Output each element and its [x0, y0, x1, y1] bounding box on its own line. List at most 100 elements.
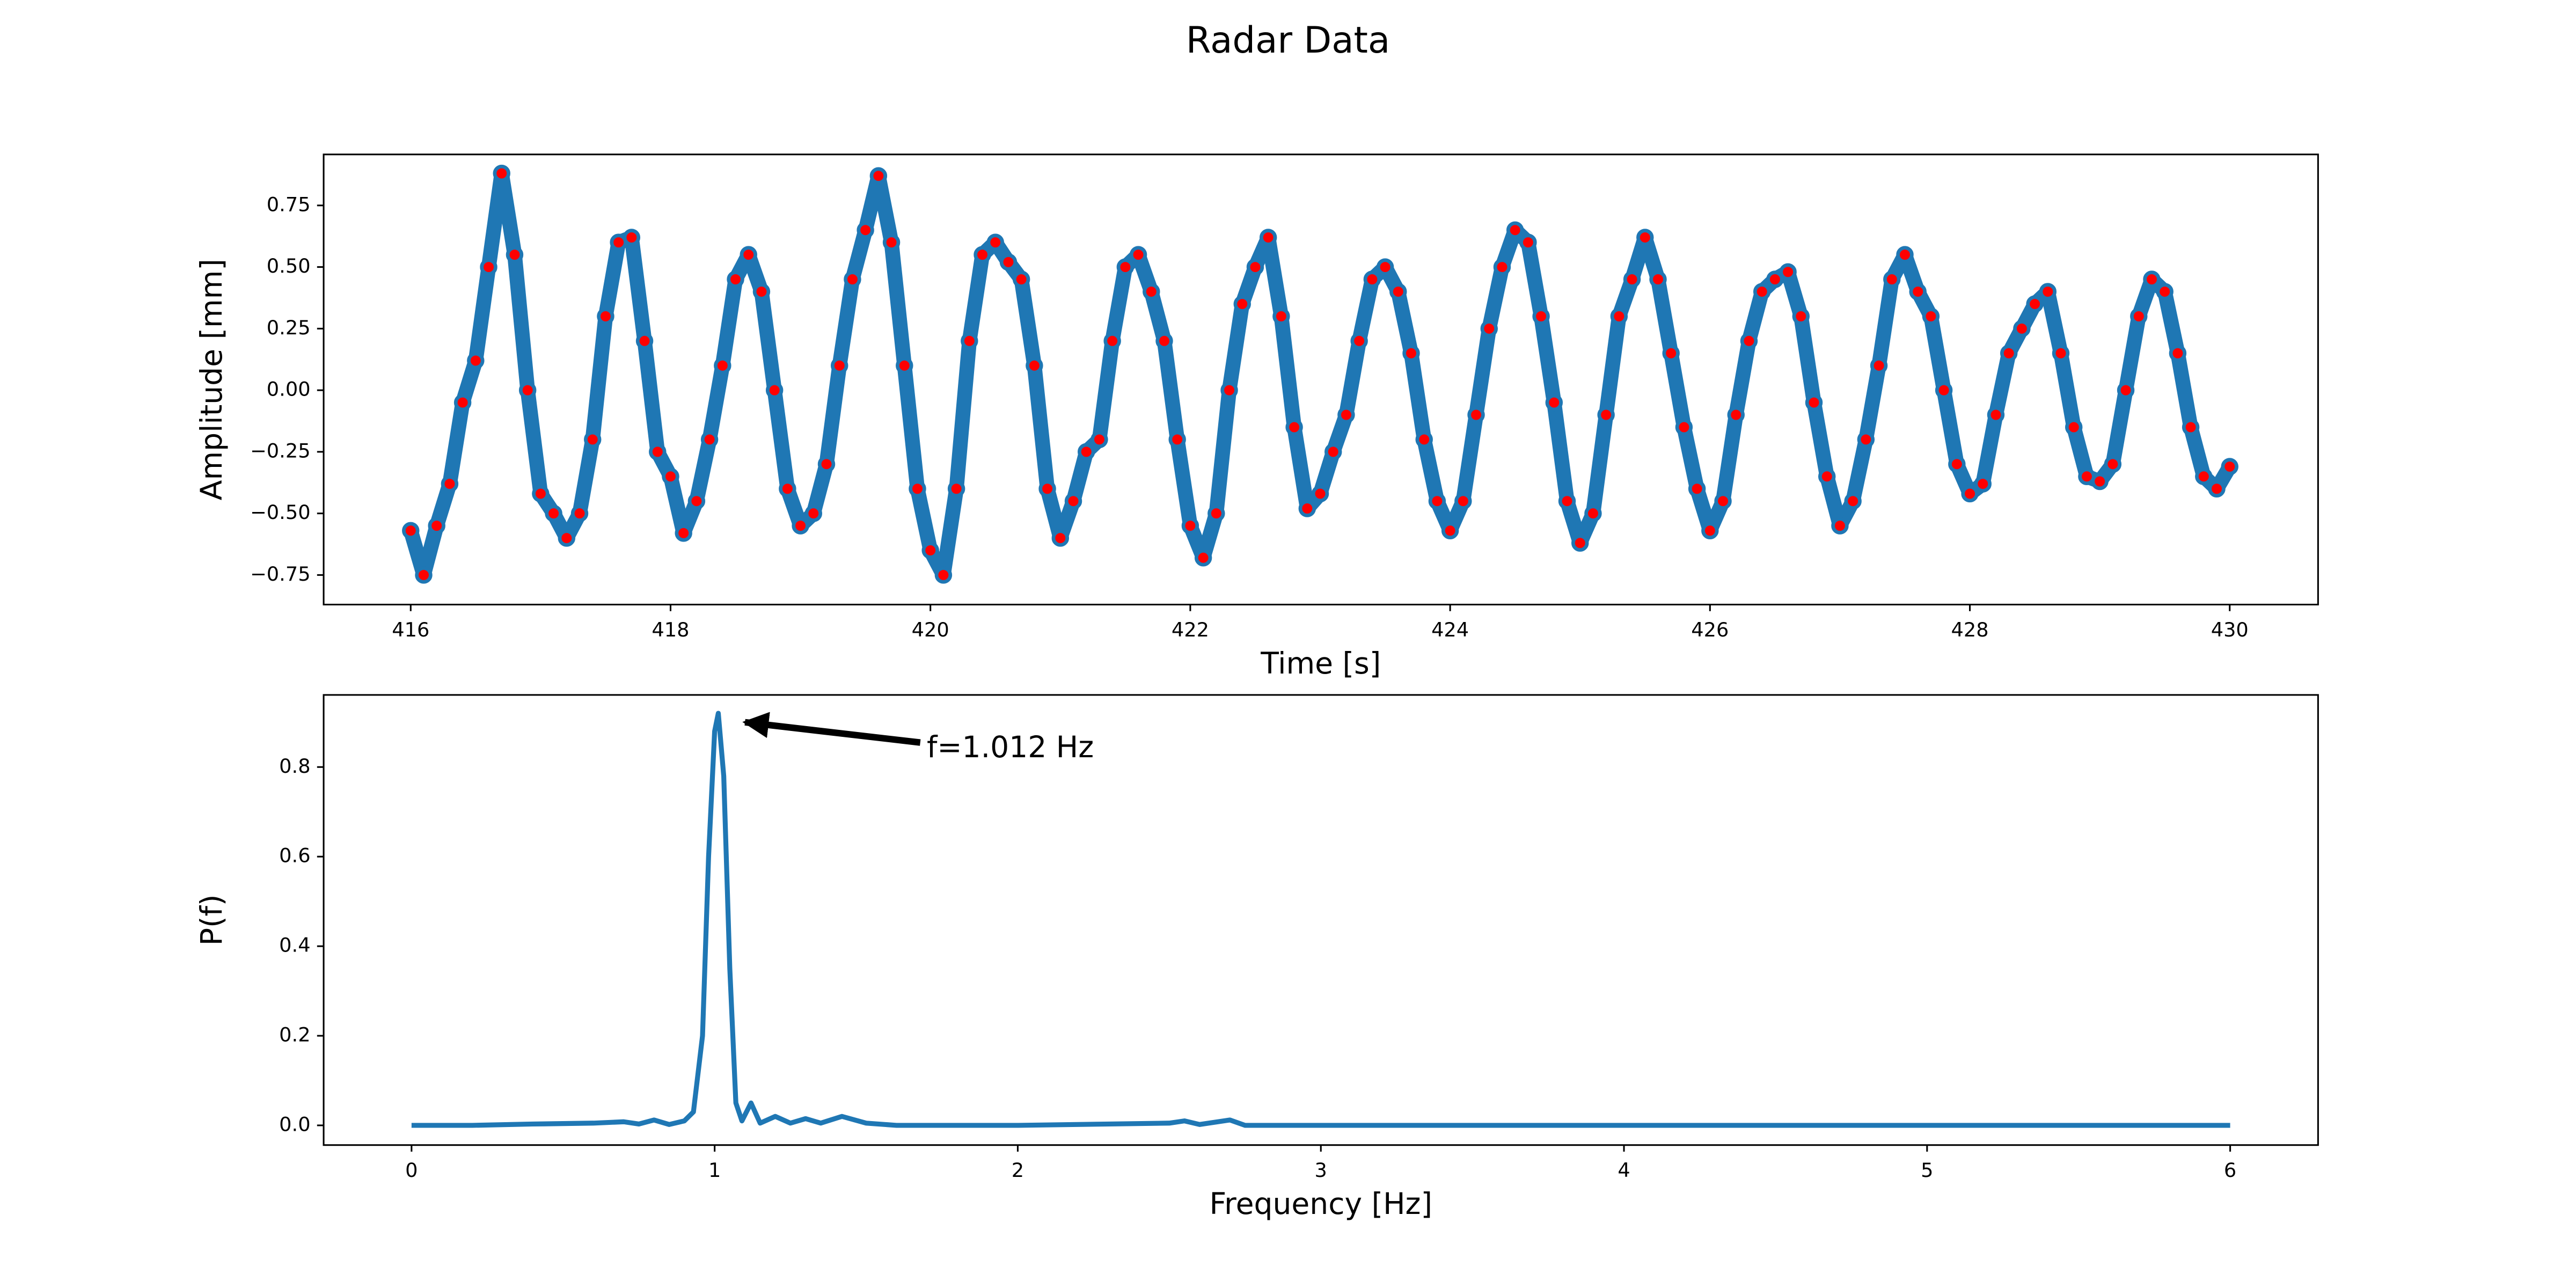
data-point	[1818, 467, 1836, 486]
data-point	[545, 504, 562, 522]
data-point	[1233, 295, 1251, 313]
y-tick-label: 0.75	[267, 193, 311, 216]
data-point	[1155, 332, 1173, 350]
data-point	[1363, 270, 1381, 288]
data-point	[532, 485, 550, 503]
y-tick-label: −0.50	[250, 501, 311, 524]
data-point	[1831, 517, 1849, 535]
data-point	[2156, 283, 2174, 301]
data-point	[947, 480, 965, 497]
data-point	[635, 332, 654, 350]
data-point	[1026, 356, 1043, 375]
data-point	[1038, 480, 1056, 497]
x-tick-label: 2	[1012, 1159, 1024, 1182]
data-point	[506, 246, 524, 264]
data-point	[1337, 406, 1355, 424]
x-axis-label: Time [s]	[1260, 646, 1381, 680]
plot-area	[402, 164, 2238, 584]
data-point	[2221, 458, 2238, 475]
data-point	[1246, 258, 1264, 276]
data-point	[765, 381, 784, 399]
data-point	[2104, 455, 2122, 473]
data-point	[1259, 229, 1277, 246]
x-tick-label: 428	[1951, 618, 1988, 641]
data-point	[1532, 308, 1550, 325]
data-point	[1675, 418, 1693, 436]
data-point	[2013, 320, 2031, 338]
data-point	[1428, 492, 1446, 510]
data-point	[1805, 393, 1823, 412]
data-point	[1688, 480, 1706, 497]
data-point	[1857, 430, 1875, 449]
data-point	[869, 167, 888, 185]
y-axis-label: P(f)	[194, 894, 229, 946]
data-point	[727, 270, 744, 288]
data-point	[1519, 233, 1537, 251]
data-point	[2039, 283, 2057, 301]
data-point	[1051, 529, 1070, 547]
data-point	[1896, 246, 1914, 264]
data-point	[1610, 308, 1628, 325]
data-point	[1753, 283, 1771, 301]
data-point	[844, 270, 861, 288]
data-point	[1987, 406, 2005, 424]
data-point	[1143, 283, 1160, 301]
annotation-arrow	[742, 712, 921, 746]
y-tick-label: 0.8	[279, 755, 310, 778]
x-tick-label: 424	[1431, 618, 1469, 641]
data-point	[934, 566, 953, 584]
data-point	[1558, 492, 1576, 510]
data-point	[518, 381, 537, 399]
data-point	[909, 480, 926, 497]
data-point	[1883, 270, 1901, 288]
x-tick-label: 4	[1618, 1159, 1630, 1182]
data-point	[882, 233, 901, 251]
data-point	[1714, 492, 1732, 510]
data-point	[896, 356, 913, 375]
x-tick-label: 422	[1172, 618, 1209, 641]
data-point	[817, 455, 836, 473]
data-point	[1779, 263, 1797, 281]
y-tick-label: 0.4	[279, 934, 310, 957]
data-point	[1974, 475, 1992, 493]
x-tick-label: 420	[912, 618, 949, 641]
data-point	[1961, 485, 1979, 503]
data-point	[1091, 430, 1108, 449]
data-point	[1766, 270, 1784, 288]
data-point	[2182, 418, 2200, 436]
x-tick-label: 0	[405, 1159, 418, 1182]
data-point	[804, 504, 823, 522]
data-point	[1077, 443, 1095, 461]
data-point	[2065, 418, 2083, 436]
data-point	[986, 233, 1004, 251]
data-point	[857, 221, 874, 239]
y-tick-label: 0.6	[279, 844, 310, 867]
data-point	[752, 283, 771, 301]
data-point	[1584, 504, 1602, 522]
data-point	[1493, 258, 1511, 276]
data-point	[792, 517, 809, 535]
data-point	[1909, 283, 1927, 301]
data-point	[570, 504, 589, 522]
data-point	[1402, 345, 1420, 362]
data-point	[2117, 381, 2135, 399]
x-tick-label: 5	[1921, 1159, 1933, 1182]
axes-frame	[323, 153, 2319, 606]
data-point	[1168, 430, 1186, 449]
data-point	[428, 517, 445, 535]
data-point	[1311, 485, 1329, 503]
data-point	[1597, 406, 1615, 424]
data-point	[1208, 504, 1225, 522]
data-point	[700, 430, 719, 449]
y-tick-label: −0.75	[250, 562, 311, 586]
data-point	[779, 480, 796, 497]
data-point	[1727, 406, 1745, 424]
data-point	[1064, 492, 1082, 510]
data-point	[1649, 270, 1667, 288]
y-tick-label: 0.25	[267, 316, 311, 339]
data-point	[1415, 430, 1433, 449]
x-tick-label: 6	[2224, 1159, 2236, 1182]
data-point	[1285, 418, 1303, 436]
